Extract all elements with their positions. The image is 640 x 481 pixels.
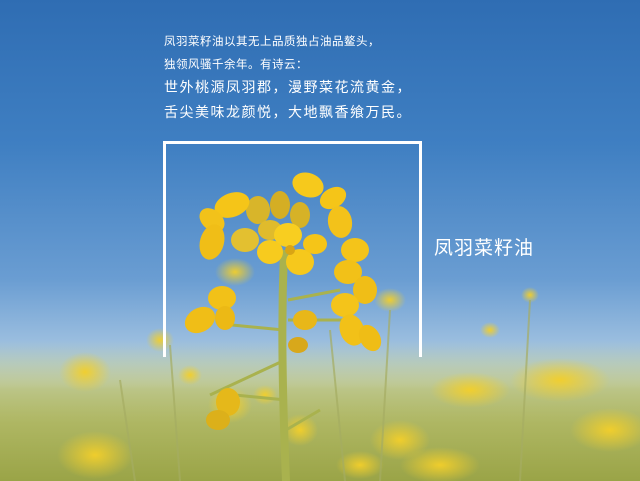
background-stems bbox=[119, 299, 531, 481]
poem-line-1: 凤羽菜籽油以其无上品质独占油品鳌头， bbox=[164, 34, 380, 48]
poem-line-2: 独领风骚千余年。有诗云： bbox=[164, 57, 308, 71]
main-flower-head bbox=[184, 172, 382, 430]
poem-text-block: 凤羽菜籽油以其无上品质独占油品鳌头， 独领风骚千余年。有诗云： 世外桃源凤羽郡，… bbox=[164, 30, 412, 126]
poem-line-4: 舌尖美味龙颜悦，大地飘香飨万民。 bbox=[164, 105, 412, 121]
main-stem bbox=[209, 249, 350, 481]
brand-name: 凤羽菜籽油 bbox=[434, 237, 535, 259]
poem-line-3: 世外桃源凤羽郡，漫野菜花流黄金， bbox=[164, 80, 412, 96]
decorative-frame bbox=[163, 141, 422, 357]
